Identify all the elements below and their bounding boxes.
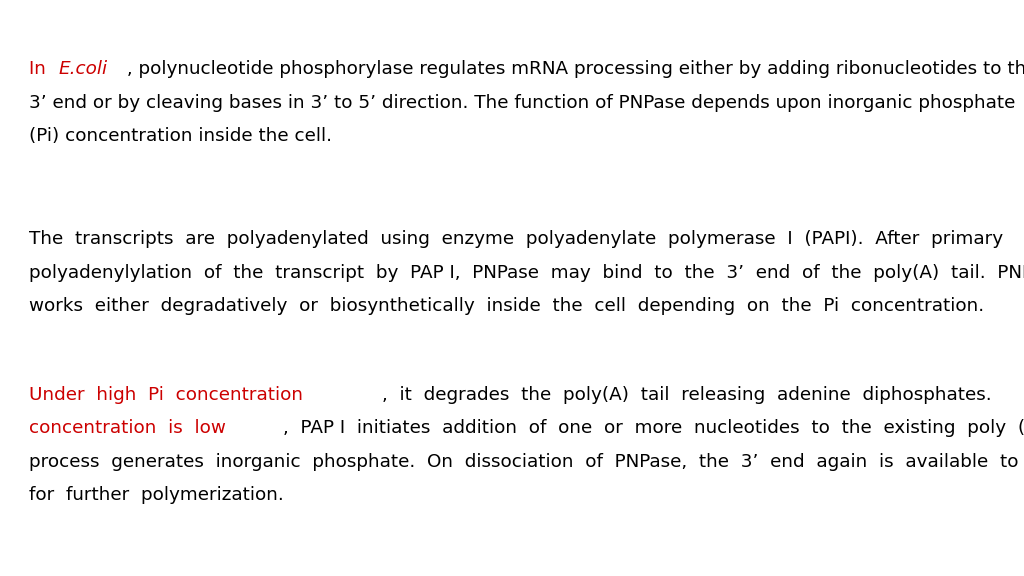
Text: process  generates  inorganic  phosphate.  On  dissociation  of  PNPase,  the  3: process generates inorganic phosphate. O… (29, 453, 1024, 471)
Text: E.coli: E.coli (58, 60, 108, 78)
Text: In: In (29, 60, 51, 78)
Text: (Pi) concentration inside the cell.: (Pi) concentration inside the cell. (29, 127, 332, 145)
Text: , polynucleotide phosphorylase regulates mRNA processing either by adding ribonu: , polynucleotide phosphorylase regulates… (122, 60, 1024, 78)
Text: polyadenylylation  of  the  transcript  by  PAP I,  PNPase  may  bind  to  the  : polyadenylylation of the transcript by P… (29, 264, 1024, 282)
Text: 3’ end or by cleaving bases in 3’ to 5’ direction. The function of PNPase depend: 3’ end or by cleaving bases in 3’ to 5’ … (29, 94, 1015, 112)
Text: works  either  degradatively  or  biosynthetically  inside  the  cell  depending: works either degradatively or biosynthet… (29, 297, 984, 315)
Text: concentration  is  low: concentration is low (29, 419, 225, 437)
Text: ,  it  degrades  the  poly(A)  tail  releasing  adenine  diphosphates.: , it degrades the poly(A) tail releasing… (382, 386, 1004, 404)
Text: ,  PAP I  initiates  addition  of  one  or  more  nucleotides  to  the  existing: , PAP I initiates addition of one or mor… (283, 419, 1024, 437)
Text: The  transcripts  are  polyadenylated  using  enzyme  polyadenylate  polymerase : The transcripts are polyadenylated using… (29, 230, 1002, 248)
Text: Under  high  Pi  concentration: Under high Pi concentration (29, 386, 303, 404)
Text: for  further  polymerization.: for further polymerization. (29, 486, 284, 504)
